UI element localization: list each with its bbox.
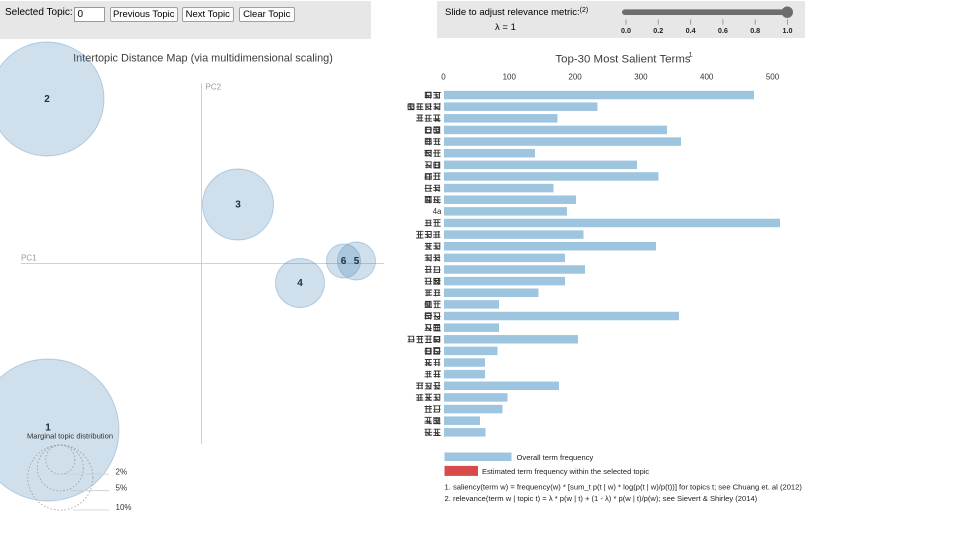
svg-text:0.0: 0.0 <box>621 26 631 35</box>
svg-text:2%: 2% <box>116 467 128 476</box>
svg-text:3: 3 <box>235 200 241 211</box>
svg-text:0.6: 0.6 <box>718 26 728 35</box>
svg-text:2. relevance(term w | topic t): 2. relevance(term w | topic t) = λ * p(w… <box>445 494 758 503</box>
svg-text:1: 1 <box>45 423 51 434</box>
svg-text:6: 6 <box>341 256 347 267</box>
svg-text:500: 500 <box>766 73 780 82</box>
svg-text:1.0: 1.0 <box>783 26 793 35</box>
svg-text:4a: 4a <box>433 207 442 216</box>
svg-text:4: 4 <box>297 278 303 289</box>
svg-text:400: 400 <box>700 73 714 82</box>
svg-text:Overall term frequency: Overall term frequency <box>517 453 594 462</box>
svg-text:2: 2 <box>44 94 50 105</box>
svg-text:Top-30 Most Salient Terms: Top-30 Most Salient Terms <box>555 54 690 66</box>
svg-text:1. saliency(term w) = frequenc: 1. saliency(term w) = frequency(w) * [su… <box>445 483 803 492</box>
svg-text:300: 300 <box>634 73 648 82</box>
svg-text:PC2: PC2 <box>206 83 222 92</box>
svg-text:100: 100 <box>503 73 517 82</box>
svg-text:Estimated term frequency withi: Estimated term frequency within the sele… <box>482 467 649 476</box>
svg-text:0.4: 0.4 <box>686 26 696 35</box>
svg-text:5: 5 <box>354 256 360 267</box>
svg-text:10%: 10% <box>116 503 132 512</box>
svg-text:0: 0 <box>441 73 446 82</box>
svg-text:0.2: 0.2 <box>653 26 663 35</box>
svg-text:1: 1 <box>689 50 693 59</box>
svg-text:0.8: 0.8 <box>750 26 760 35</box>
svg-text:Marginal topic distribution: Marginal topic distribution <box>27 432 113 441</box>
svg-text:PC1: PC1 <box>21 254 37 263</box>
svg-text:5%: 5% <box>116 483 128 492</box>
svg-text:Intertopic Distance Map (via m: Intertopic Distance Map (via multidimens… <box>73 53 333 65</box>
svg-text:200: 200 <box>568 73 582 82</box>
